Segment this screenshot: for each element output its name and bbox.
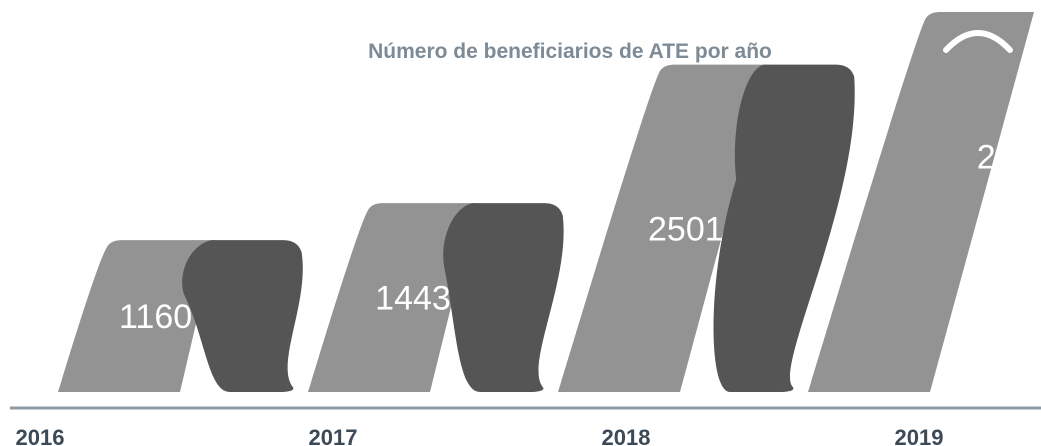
value-label: 2903 (977, 138, 1041, 176)
ribbons: 1160 1443 2501 2903 (58, 12, 1041, 392)
value-label: 2501 (648, 210, 724, 248)
arrow-chevron (943, 30, 1013, 53)
x-tick-label: 2016 (16, 425, 65, 446)
ribbon-rise (558, 64, 769, 392)
ribbon-fold (713, 64, 855, 392)
chart-title: Número de beneficiarios de ATE por año (368, 40, 772, 63)
ribbon-rise (808, 12, 1034, 392)
value-label: 1443 (375, 280, 451, 318)
ribbon-rise (58, 240, 216, 392)
x-tick-label: 2018 (602, 425, 651, 446)
ribbon-fold (182, 240, 303, 392)
x-tick-label: 2017 (309, 425, 358, 446)
ribbon-rise (308, 203, 477, 392)
value-label: 1160 (119, 298, 192, 336)
x-tick-label: 2019 (895, 425, 944, 446)
ribbon-fold (443, 203, 564, 392)
